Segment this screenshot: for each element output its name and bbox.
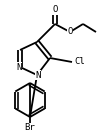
Text: O: O (67, 27, 73, 36)
Text: N: N (16, 63, 22, 72)
Text: Cl: Cl (74, 58, 85, 67)
Text: O: O (52, 5, 58, 15)
Text: Br: Br (25, 123, 35, 132)
Text: N: N (35, 70, 41, 80)
